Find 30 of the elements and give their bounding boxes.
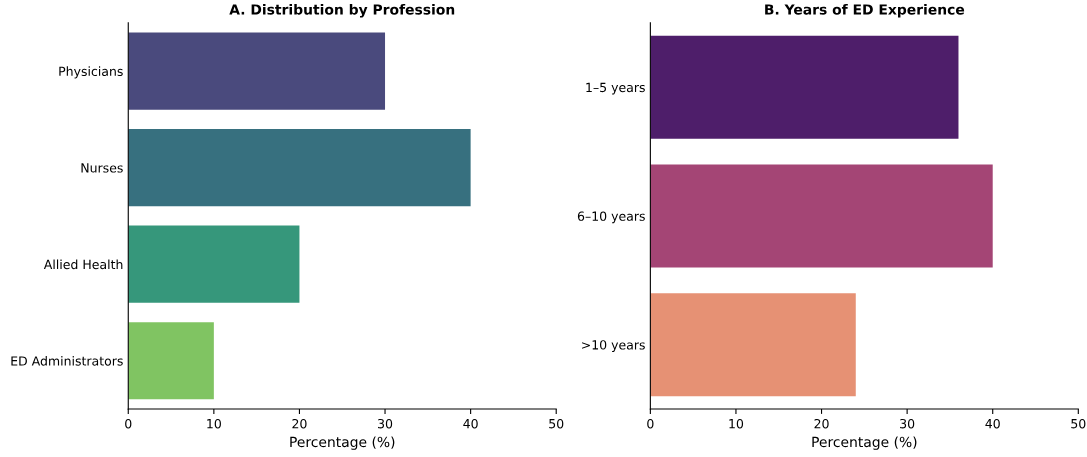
bar — [128, 322, 214, 400]
x-tick-label: 30 — [900, 418, 915, 429]
x-tick-label: 10 — [729, 418, 744, 429]
bar — [650, 293, 856, 397]
bar — [128, 225, 300, 303]
bar — [650, 35, 959, 139]
x-tick-label: 40 — [985, 418, 1000, 429]
chart-title: A. Distribution by Profession — [229, 3, 455, 18]
x-tick-label: 20 — [814, 418, 829, 429]
x-tick-label: 50 — [549, 418, 564, 429]
x-tick-label: 20 — [292, 418, 307, 429]
x-tick-label: 0 — [647, 418, 654, 429]
y-tick-label: Allied Health — [43, 259, 123, 270]
y-tick-label: Nurses — [81, 163, 123, 173]
y-tick-label: 1–5 years — [586, 82, 645, 95]
bar — [650, 164, 993, 268]
x-tick-label: 0 — [125, 418, 132, 429]
x-axis-title: Percentage (%) — [812, 436, 917, 450]
y-tick-label: >10 years — [582, 340, 645, 352]
x-tick-label: 30 — [378, 418, 393, 429]
y-tick-label: 6–10 years — [577, 211, 645, 224]
x-tick-label: 10 — [207, 418, 221, 429]
chart-title: B. Years of ED Experience — [765, 3, 965, 18]
x-tick-label: 50 — [1071, 418, 1086, 429]
x-axis-title: Percentage (%) — [290, 436, 395, 450]
y-tick-label: ED Administrators — [11, 356, 123, 366]
bar — [128, 129, 471, 207]
y-tick-label: Physicians — [59, 66, 123, 79]
bar — [128, 32, 386, 110]
x-tick-label: 40 — [463, 418, 478, 429]
